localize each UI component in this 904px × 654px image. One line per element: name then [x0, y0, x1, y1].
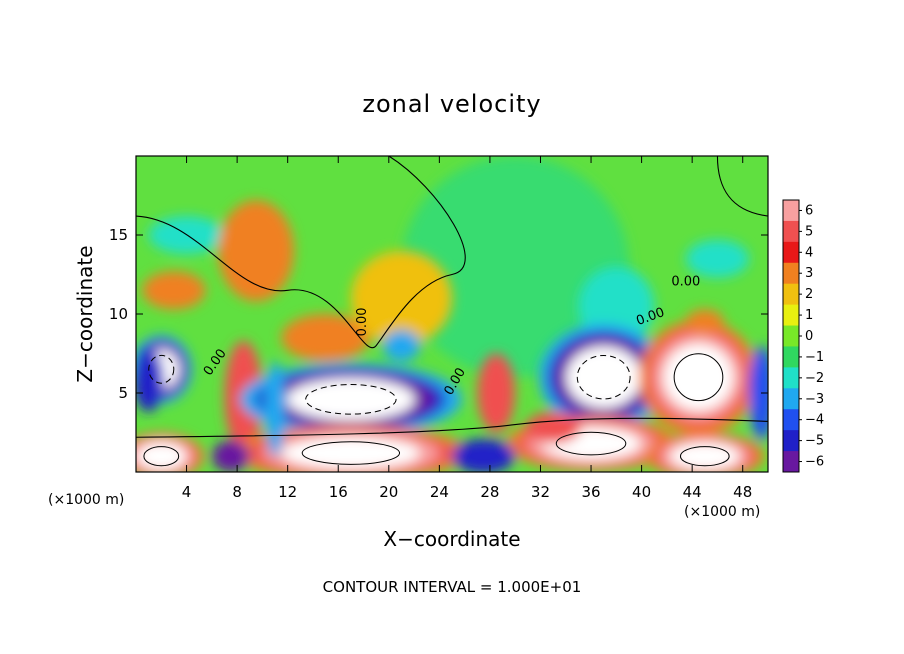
contour-labels: 0.000.000.000.000.00	[201, 275, 700, 398]
colorbar-label: 4	[805, 245, 813, 260]
y-axis: 5 10 15	[109, 226, 768, 402]
x-unit-right: (×1000 m)	[684, 504, 760, 520]
colorbar-label: 2	[805, 287, 813, 302]
field-blob	[452, 438, 516, 472]
x-tick-label: 28	[480, 483, 499, 501]
contour-line	[576, 354, 631, 400]
colorbar-label: −1	[805, 350, 824, 365]
y-axis-title: Z−coordinate	[73, 245, 97, 382]
field-blob	[382, 329, 421, 362]
colorbar-swatch	[783, 430, 799, 452]
colorbar-label: 0	[805, 329, 813, 344]
colorbar-label: −6	[805, 455, 824, 470]
contour-lines	[136, 156, 768, 467]
zero-contour-line	[136, 417, 768, 438]
colorbar-label: 5	[805, 224, 813, 239]
x-tick-label: 36	[581, 483, 600, 501]
field-blob	[264, 361, 286, 457]
colorbar-swatch	[783, 409, 799, 431]
contour-line	[679, 446, 730, 467]
colorbar-label: −4	[805, 413, 824, 428]
contour-line	[148, 354, 175, 384]
x-tick-label: 16	[329, 483, 348, 501]
colorbar-label: 3	[805, 266, 813, 281]
field-blob	[350, 250, 452, 346]
colorbar-label: 1	[805, 308, 813, 323]
contour-interval-note: CONTOUR INTERVAL = 1.000E+01	[323, 578, 582, 596]
field-blob	[685, 309, 724, 335]
y-tick-label: 5	[118, 384, 128, 402]
x-tick-label: 20	[379, 483, 398, 501]
x-tick-label: 24	[430, 483, 449, 501]
colorbar-swatch	[783, 283, 799, 306]
colorbar-swatch	[783, 200, 799, 222]
x-tick-label: 44	[683, 483, 702, 501]
colorbar-label: 6	[805, 203, 813, 218]
contour-value-label: 0.00	[671, 275, 700, 290]
colorbar-swatch	[783, 451, 799, 473]
x-tick-label: 32	[531, 483, 550, 501]
colorbar-swatch	[783, 220, 799, 243]
field-blob	[749, 345, 768, 441]
zero-contour-line	[716, 156, 768, 217]
x-tick-label: 48	[733, 483, 752, 501]
field-blob	[211, 440, 250, 472]
field-blob	[142, 271, 206, 310]
contour-line	[305, 384, 397, 415]
y-tick-label: 10	[109, 305, 128, 323]
colorbar-swatch	[783, 241, 799, 264]
chart-title: zonal velocity	[362, 90, 541, 118]
field-blob	[685, 239, 750, 278]
x-tick-label: 4	[182, 483, 192, 501]
field-blob	[525, 411, 581, 444]
y-tick-label: 15	[109, 226, 128, 244]
contour-line	[143, 446, 180, 467]
contour-line	[673, 353, 724, 402]
colorbar-swatch	[783, 367, 799, 389]
zero-contour-line	[136, 156, 466, 349]
plot-area	[136, 156, 768, 472]
x-unit-left: (×1000 m)	[48, 492, 124, 508]
field-region	[401, 156, 629, 378]
colorbar-swatch	[783, 262, 799, 285]
field-blob	[218, 200, 294, 302]
colorbar-swatch	[783, 304, 799, 327]
colorbar-swatch	[783, 325, 799, 347]
field-blob	[281, 314, 370, 362]
field-blob	[136, 348, 164, 412]
colorbar-swatch	[783, 346, 799, 368]
x-tick-label: 40	[632, 483, 651, 501]
field-blob	[477, 353, 516, 433]
contour-line	[301, 441, 401, 465]
colorbar: 6 5 4 3 2 1 0 −1 −2 −3 −4 −5 −6	[782, 199, 824, 473]
colorbar-label: −5	[805, 434, 824, 449]
x-axis: 4 8 12 16 20 24 28 32 36 40 44 48	[182, 156, 752, 501]
x-axis-title: X−coordinate	[383, 527, 520, 551]
colorbar-label: −3	[805, 392, 824, 407]
contour-value-label: 0.00	[355, 307, 370, 336]
x-tick-label: 8	[232, 483, 242, 501]
x-tick-label: 12	[278, 483, 297, 501]
colorbar-swatch	[783, 388, 799, 410]
contour-line	[555, 431, 627, 456]
colorbar-label: −2	[805, 371, 824, 386]
